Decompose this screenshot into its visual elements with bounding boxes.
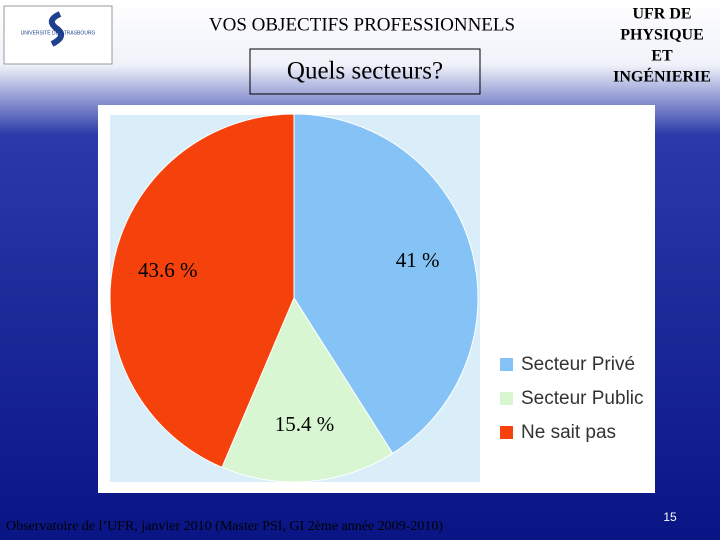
legend: Secteur Privé Secteur Public Ne sait pas: [500, 354, 644, 443]
pie-slice: [109, 113, 295, 468]
legend-swatch: [500, 358, 513, 371]
pie-slice: [293, 113, 479, 455]
department-line: UFR DE: [632, 6, 691, 23]
logo-text: UNIVERSITÉ DE STRASBOURG: [21, 29, 96, 36]
pie: 41 % 15.4 % 43.6 %: [109, 113, 479, 483]
department-line: INGÉNIERIE: [613, 67, 711, 86]
pie-slice: [221, 296, 394, 483]
legend-label: Secteur Privé: [521, 354, 635, 375]
legend-label: Ne sait pas: [521, 422, 616, 443]
department: UFR DE PHYSIQUE ET INGÉNIERIE: [613, 6, 711, 86]
legend-label: Secteur Public: [521, 388, 644, 409]
chart-title: Quels secteurs?: [287, 58, 443, 85]
page-number: 15: [663, 510, 677, 524]
department-line: PHYSIQUE: [620, 27, 704, 44]
legend-swatch: [500, 392, 513, 405]
data-label: 43.6 %: [138, 258, 198, 282]
source: Observatoire de l’UFR, janvier 2010 (Mas…: [6, 519, 443, 534]
title-box: [249, 48, 481, 95]
legend-swatch: [500, 426, 513, 439]
department-line: ET: [651, 48, 673, 65]
data-label: 41 %: [396, 248, 440, 272]
logo-mark: [48, 11, 65, 47]
data-label: 15.4 %: [275, 412, 335, 436]
slide-title: VOS OBJECTIFS PROFESSIONNELS: [209, 14, 515, 35]
